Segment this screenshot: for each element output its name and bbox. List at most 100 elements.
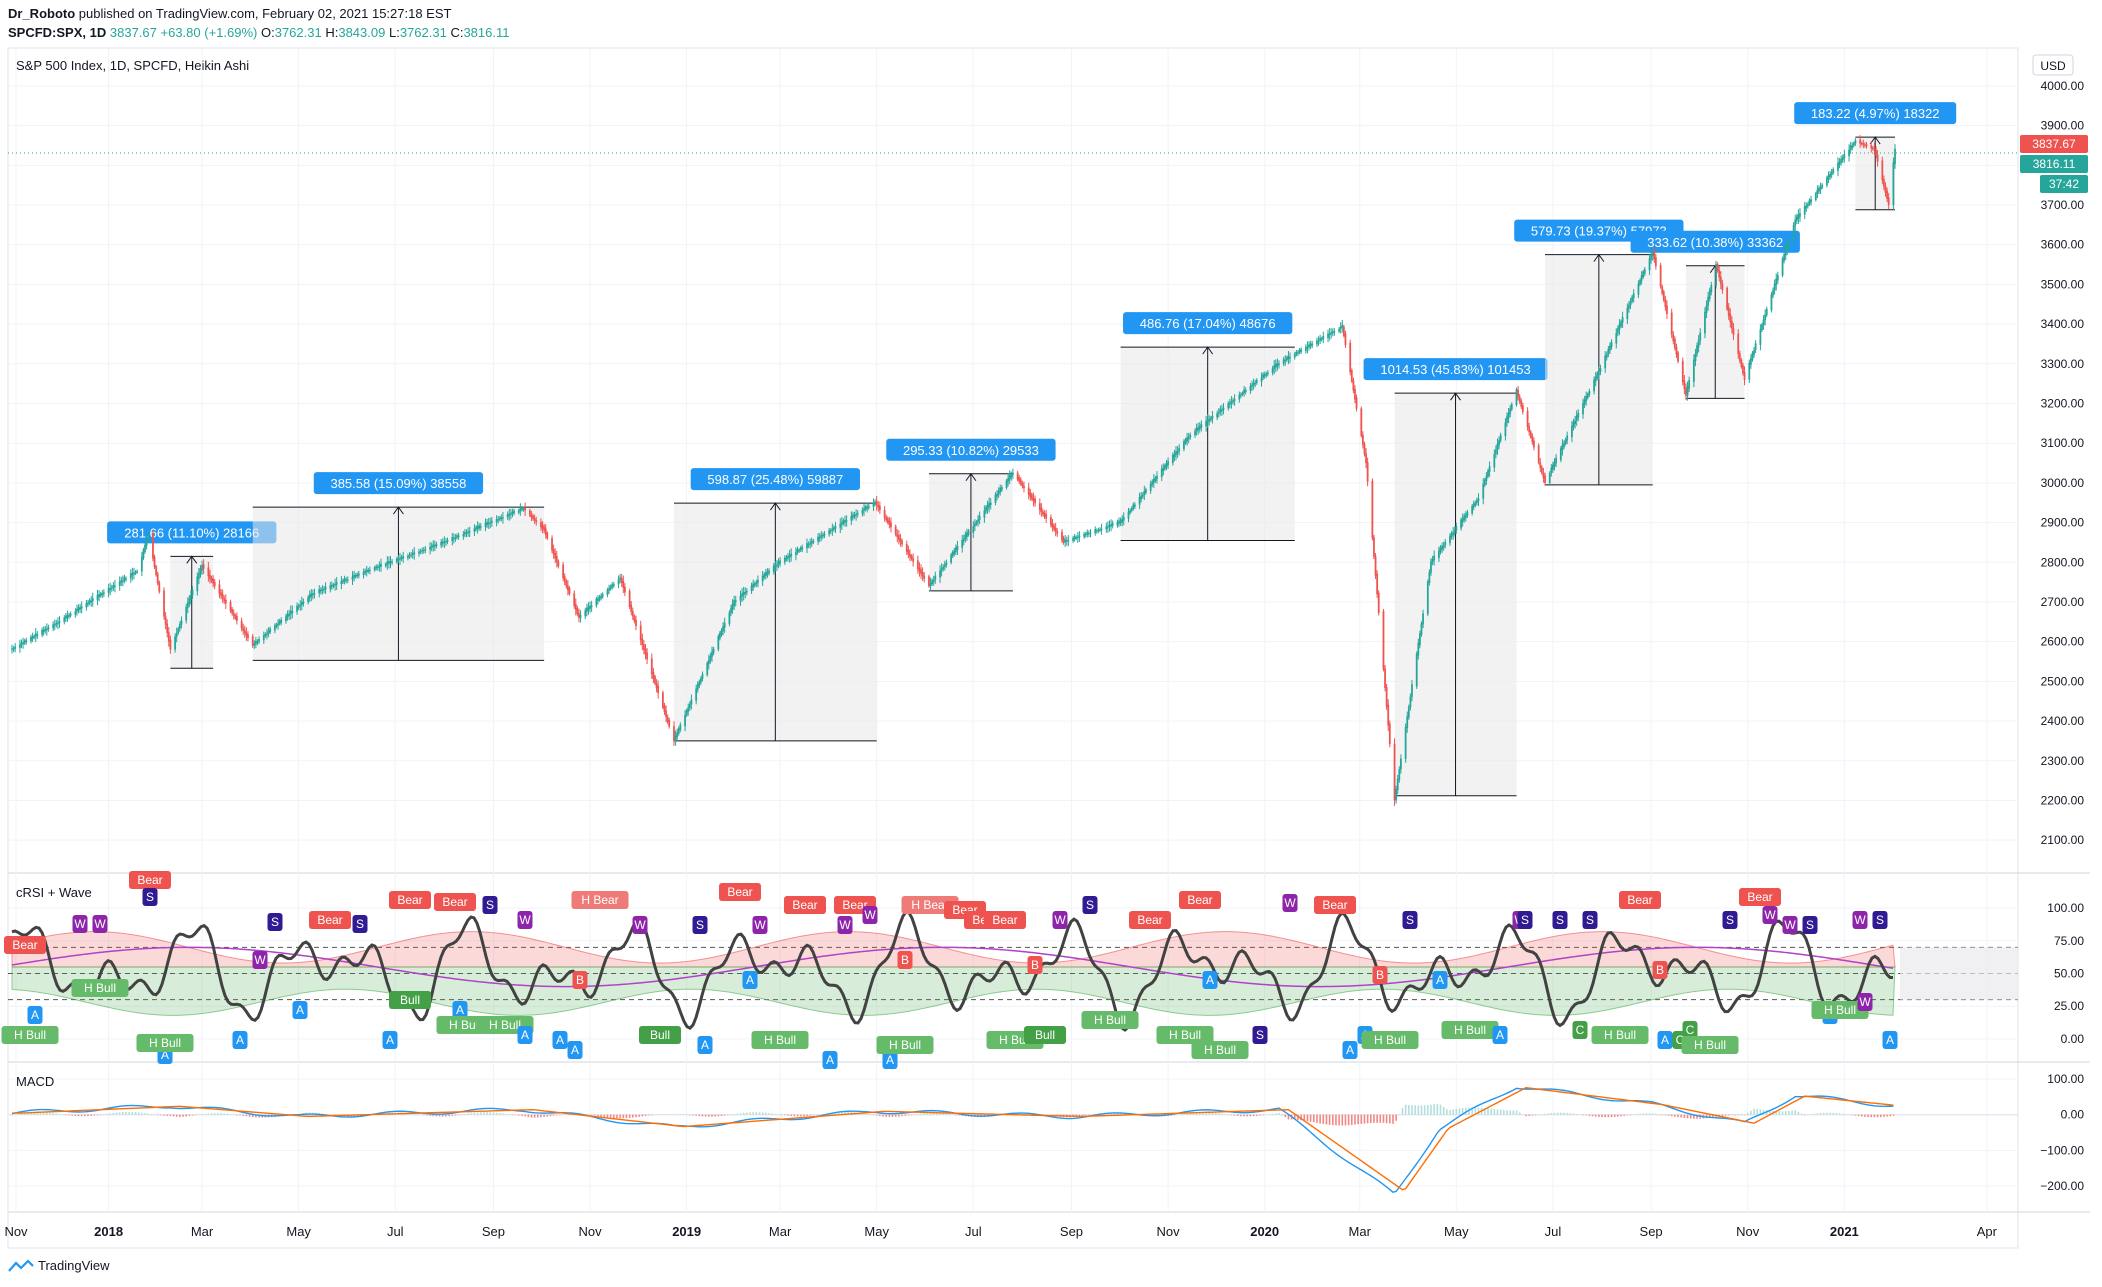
candle-body: [772, 565, 775, 572]
candle-body: [88, 600, 91, 604]
macd-histogram-bar: [169, 1114, 172, 1116]
candle-body: [476, 525, 479, 529]
candle-body: [131, 572, 134, 576]
candle-body: [1781, 258, 1784, 276]
macd-histogram-bar: [429, 1114, 431, 1116]
candle-body: [688, 704, 691, 709]
macd-histogram-bar: [1449, 1110, 1451, 1115]
macd-histogram-bar: [739, 1113, 742, 1115]
macd-histogram-bar: [128, 1111, 130, 1115]
crsi-signal-label: H Bull: [489, 1018, 521, 1032]
macd-histogram-bar: [1784, 1111, 1787, 1115]
macd-histogram-bar: [907, 1114, 910, 1116]
candle-body: [1064, 539, 1067, 543]
candle-body: [1775, 278, 1778, 286]
macd-histogram-bar: [438, 1114, 441, 1117]
candle-body: [210, 577, 213, 582]
macd-histogram-bar: [761, 1112, 764, 1115]
candle-body: [1694, 353, 1697, 362]
macd-histogram-bar: [454, 1114, 457, 1116]
macd-histogram-bar: [891, 1114, 894, 1117]
candle-body: [972, 526, 975, 533]
macd-histogram-bar: [1563, 1112, 1565, 1115]
candle-body: [1107, 526, 1109, 528]
candle-body: [750, 585, 753, 592]
candle-body: [44, 628, 47, 632]
macd-histogram-bar: [1382, 1114, 1385, 1123]
candle-body: [1604, 355, 1607, 369]
macd-histogram-bar: [1496, 1109, 1499, 1115]
macd-histogram-bar: [1664, 1114, 1667, 1116]
candle-body: [519, 508, 522, 511]
macd-histogram-bar: [1465, 1107, 1467, 1115]
macd-histogram-bar: [331, 1114, 333, 1116]
candle-body: [1287, 355, 1290, 360]
macd-histogram-bar: [860, 1113, 862, 1115]
candle-body: [745, 590, 748, 593]
macd-histogram-bar: [587, 1114, 590, 1116]
author[interactable]: Dr_Roboto: [8, 6, 76, 21]
crsi-signal-badge: [1782, 916, 1798, 934]
macd-histogram-bar: [1870, 1114, 1873, 1118]
candle-body: [1637, 283, 1640, 295]
crsi-signal-label: H Bull: [764, 1033, 796, 1047]
macd-histogram-bar: [942, 1113, 945, 1115]
candle-body: [1688, 380, 1691, 389]
macd-histogram-bar: [932, 1112, 935, 1115]
measure-label: 598.87 (25.48%) 59887: [707, 472, 843, 487]
macd-histogram-bar: [882, 1114, 884, 1117]
candle-body: [334, 583, 336, 586]
candle-body: [978, 515, 981, 520]
macd-histogram-bar: [163, 1114, 165, 1116]
candle-body: [1062, 538, 1065, 543]
candle-body: [1396, 778, 1399, 791]
crsi-signal-label: A: [1661, 1033, 1669, 1047]
macd-histogram-bar: [1341, 1114, 1344, 1126]
candle-body: [1605, 354, 1608, 358]
candle-body: [30, 636, 32, 642]
candle-body: [1244, 389, 1247, 392]
candle-body: [934, 575, 937, 580]
candle-body: [883, 510, 886, 518]
macd-histogram-bar: [749, 1112, 751, 1115]
footer-brand[interactable]: TradingView: [38, 1258, 110, 1273]
candle-body: [307, 597, 310, 603]
measure-label-bg: [886, 438, 1056, 461]
candle-body: [1837, 162, 1839, 171]
macd-histogram-bar: [505, 1113, 507, 1115]
macd-histogram-bar: [1648, 1113, 1651, 1115]
macd-histogram-bar: [1189, 1112, 1192, 1115]
candle-body: [1892, 162, 1895, 206]
candle-body: [810, 541, 813, 544]
candle-body: [201, 565, 203, 571]
currency-badge[interactable]: [2032, 54, 2074, 76]
macd-histogram-bar: [1674, 1114, 1676, 1117]
candle-body: [365, 570, 368, 573]
candle-body: [156, 573, 159, 584]
crsi-signal-label: W: [839, 918, 851, 932]
crsi-signal-label: H Bull: [1694, 1038, 1726, 1052]
macd-histogram-bar: [926, 1112, 929, 1115]
candle-body: [850, 516, 853, 521]
candle-body: [264, 633, 267, 637]
macd-histogram-bar: [1322, 1114, 1325, 1125]
candle-body: [145, 539, 148, 546]
candle-body: [234, 615, 237, 619]
crsi-signal-badge: [639, 1026, 681, 1044]
macd-histogram-bar: [435, 1114, 438, 1117]
candle-body: [1550, 467, 1553, 474]
candle-body: [1049, 517, 1052, 526]
macd-histogram-bar: [1607, 1114, 1610, 1118]
candle-body: [1870, 145, 1873, 149]
candle-body: [1659, 264, 1662, 287]
candle-body: [1761, 324, 1763, 331]
candle-body: [1162, 467, 1165, 471]
macd-histogram-bar: [419, 1114, 422, 1116]
tradingview-logo-icon: [8, 1258, 34, 1272]
macd-histogram-bar: [1484, 1107, 1486, 1115]
candle-body: [478, 525, 481, 529]
candle-body: [1322, 335, 1325, 339]
candle-body: [266, 633, 268, 635]
